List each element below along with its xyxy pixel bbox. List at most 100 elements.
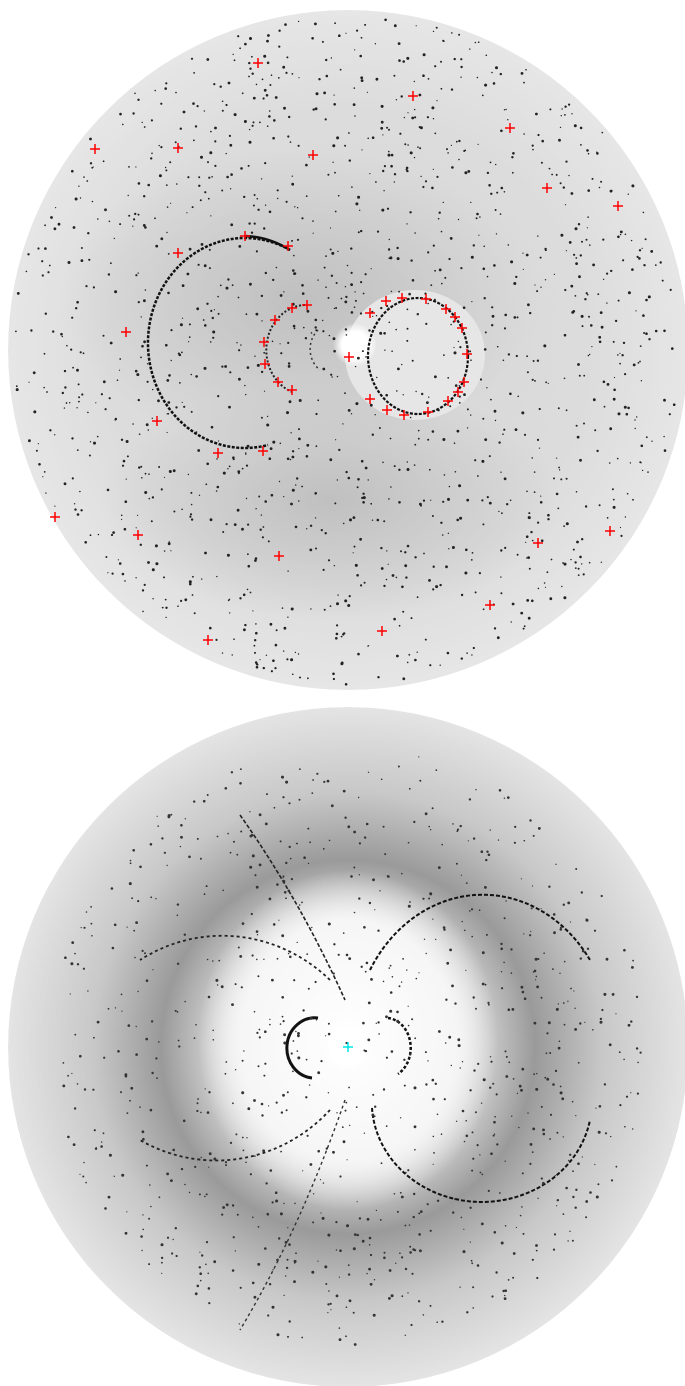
reflection-spot bbox=[263, 97, 265, 99]
reflection-spot bbox=[261, 371, 263, 373]
reflection-spot bbox=[274, 667, 276, 669]
reflection-spot bbox=[345, 471, 347, 473]
reflection-spot bbox=[246, 1137, 247, 1138]
reflection-spot bbox=[444, 474, 446, 476]
reflection-spot bbox=[100, 1145, 103, 1148]
reflection-spot bbox=[64, 386, 66, 388]
reflection-spot bbox=[418, 972, 419, 973]
reflection-spot bbox=[555, 864, 556, 865]
reflection-spot bbox=[62, 1085, 65, 1088]
reflection-spot bbox=[527, 1112, 528, 1113]
reflection-spot bbox=[541, 997, 543, 999]
reflection-spot bbox=[370, 1254, 372, 1256]
reflection-spot bbox=[299, 677, 301, 679]
reflection-spot bbox=[199, 1193, 201, 1195]
reflection-spot bbox=[231, 1003, 234, 1006]
reflection-spot bbox=[283, 1020, 285, 1022]
reflection-spot bbox=[564, 961, 566, 963]
reflection-spot bbox=[237, 509, 240, 512]
reflection-spot bbox=[236, 854, 238, 856]
reflection-spot bbox=[239, 1323, 240, 1324]
reflection-spot bbox=[272, 659, 275, 662]
reflection-spot bbox=[311, 927, 312, 928]
reflection-spot bbox=[435, 1083, 437, 1085]
reflection-spot bbox=[363, 293, 365, 295]
reflection-spot bbox=[586, 239, 588, 241]
reflection-spot bbox=[592, 1029, 594, 1031]
reflection-spot bbox=[227, 554, 230, 557]
reflection-spot bbox=[244, 43, 247, 46]
reflection-spot bbox=[575, 868, 577, 870]
reflection-spot bbox=[498, 511, 499, 512]
reflection-spot bbox=[408, 905, 411, 908]
reflection-spot bbox=[414, 1037, 416, 1039]
reflection-spot bbox=[225, 1161, 227, 1163]
reflection-spot bbox=[142, 611, 144, 613]
reflection-spot bbox=[249, 283, 252, 286]
reflection-spot bbox=[360, 281, 362, 283]
reflection-spot bbox=[558, 407, 560, 409]
reflection-spot bbox=[290, 858, 292, 860]
reflection-spot bbox=[399, 985, 401, 987]
reflection-spot bbox=[407, 309, 409, 311]
reflection-spot bbox=[549, 168, 551, 170]
reflection-spot bbox=[554, 274, 555, 275]
reflection-spot bbox=[528, 512, 530, 514]
reflection-spot bbox=[372, 1114, 375, 1117]
reflection-spot bbox=[374, 1115, 376, 1117]
reflection-spot bbox=[472, 1158, 474, 1160]
reflection-spot bbox=[295, 526, 298, 529]
reflection-spot bbox=[222, 1206, 225, 1209]
reflection-spot bbox=[312, 779, 314, 781]
reflection-spot bbox=[579, 1022, 581, 1024]
reflection-spot bbox=[77, 963, 79, 965]
reflection-spot bbox=[578, 223, 580, 225]
reflection-spot bbox=[298, 500, 300, 502]
reflection-spot bbox=[227, 833, 229, 835]
reflection-spot bbox=[425, 1051, 427, 1053]
reflection-spot bbox=[303, 856, 306, 859]
reflection-spot bbox=[155, 544, 158, 547]
reflection-spot bbox=[495, 420, 496, 421]
reflection-spot bbox=[601, 1009, 603, 1011]
reflection-spot bbox=[348, 1264, 350, 1266]
reflection-spot bbox=[134, 213, 136, 215]
reflection-spot bbox=[167, 206, 169, 208]
reflection-spot bbox=[83, 968, 85, 970]
reflection-spot bbox=[333, 337, 336, 340]
reflection-spot bbox=[334, 308, 335, 309]
reflection-spot bbox=[230, 852, 232, 854]
reflection-spot bbox=[36, 450, 38, 452]
reflection-spot bbox=[422, 186, 424, 188]
reflection-spot bbox=[353, 1312, 355, 1314]
reflection-spot bbox=[471, 908, 473, 910]
reflection-spot bbox=[488, 854, 491, 857]
reflection-spot bbox=[306, 1059, 308, 1061]
reflection-spot bbox=[615, 1013, 616, 1014]
reflection-spot bbox=[195, 1024, 197, 1026]
reflection-spot bbox=[228, 406, 231, 409]
reflection-spot bbox=[530, 531, 532, 533]
reflection-spot bbox=[168, 374, 171, 377]
reflection-spot bbox=[388, 498, 390, 500]
reflection-spot bbox=[414, 444, 416, 446]
reflection-spot bbox=[72, 477, 74, 479]
reflection-spot bbox=[663, 399, 666, 402]
reflection-spot bbox=[436, 1321, 438, 1323]
reflection-spot bbox=[540, 496, 541, 497]
reflection-spot bbox=[354, 1343, 357, 1346]
reflection-spot bbox=[471, 936, 473, 938]
reflection-spot bbox=[150, 1109, 153, 1112]
reflection-spot bbox=[201, 243, 204, 246]
reflection-spot bbox=[388, 154, 391, 157]
reflection-spot bbox=[249, 811, 250, 812]
reflection-spot bbox=[602, 239, 604, 241]
reflection-spot bbox=[245, 454, 246, 455]
reflection-spot bbox=[311, 792, 313, 794]
reflection-spot bbox=[367, 1218, 370, 1221]
reflection-spot bbox=[406, 57, 409, 60]
reflection-spot bbox=[138, 272, 139, 273]
reflection-spot bbox=[152, 598, 153, 599]
reflection-spot bbox=[232, 1269, 235, 1272]
reflection-spot bbox=[408, 1006, 409, 1007]
